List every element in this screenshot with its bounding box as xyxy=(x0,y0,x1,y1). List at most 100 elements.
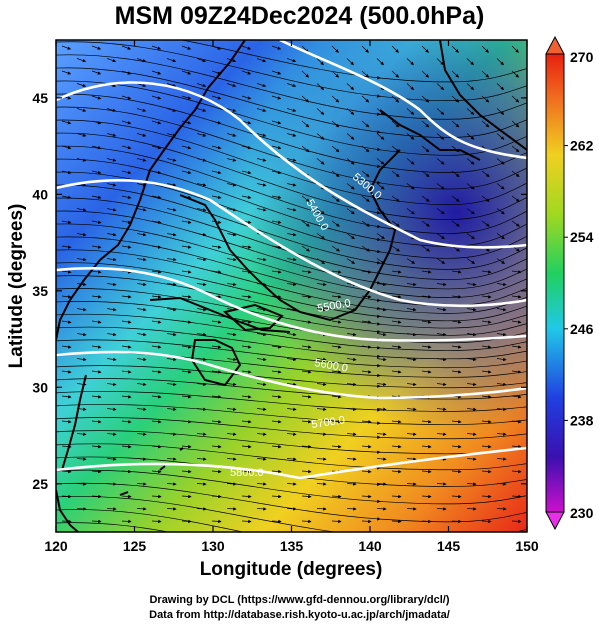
wind-arrow xyxy=(91,195,102,200)
wind-arrow xyxy=(256,83,267,88)
coastlines xyxy=(56,40,527,532)
wind-arrow xyxy=(526,308,527,309)
wind-arrow xyxy=(301,120,310,128)
wind-arrow xyxy=(466,382,477,387)
wind-arrow xyxy=(361,45,369,53)
wind-arrow xyxy=(241,494,252,499)
wind-arrow xyxy=(511,345,522,349)
wind-arrow xyxy=(196,382,207,387)
wind-arrow xyxy=(496,108,505,115)
wind-arrow xyxy=(421,295,432,299)
wind-arrow xyxy=(391,370,402,374)
wind-arrow xyxy=(181,145,192,150)
wind-arrow xyxy=(496,133,505,140)
wind-arrow xyxy=(151,295,162,299)
wind-arrow xyxy=(316,507,327,511)
wind-arrow xyxy=(331,145,340,153)
map-panel: 5300.0 5400.0 5500.0 5600.0 5700.0 5800.… xyxy=(6,39,539,580)
wind-arrow xyxy=(421,494,432,499)
wind-arrow xyxy=(121,295,132,299)
wind-arrow xyxy=(76,482,87,486)
wind-arrow xyxy=(331,295,342,299)
wind-arrow xyxy=(526,108,527,109)
wind-arrow xyxy=(121,469,132,474)
wind-arrow xyxy=(406,407,417,411)
wind-arrow xyxy=(406,507,417,511)
wind-arrow xyxy=(166,108,177,112)
wind-arrow xyxy=(196,208,207,212)
wind-arrow xyxy=(421,444,432,449)
wind-arrow xyxy=(526,508,527,509)
wind-arrow xyxy=(391,145,400,153)
wind-arrow xyxy=(271,70,282,75)
wind-arrow xyxy=(391,95,400,103)
wind-arrow xyxy=(331,370,342,374)
wind-arrow xyxy=(241,419,252,424)
wind-arrow xyxy=(61,170,72,175)
wind-arrow xyxy=(241,444,252,449)
streamline xyxy=(56,210,527,290)
streamline xyxy=(56,469,527,505)
wind-arrow xyxy=(61,469,72,474)
wind-arrow xyxy=(286,158,297,162)
x-tick-label: 125 xyxy=(123,538,147,554)
wind-arrow xyxy=(511,320,522,324)
wind-arrow xyxy=(466,133,475,140)
wind-arrow xyxy=(181,295,192,299)
wind-arrow xyxy=(526,158,527,159)
colorbar-max-label: 270 xyxy=(570,49,594,65)
wind-arrow xyxy=(76,208,87,212)
wind-arrow xyxy=(151,145,162,150)
wind-arrow xyxy=(241,295,252,299)
wind-arrow xyxy=(241,245,252,249)
wind-arrow xyxy=(436,158,445,165)
wind-arrow xyxy=(106,133,117,137)
wind-arrow xyxy=(151,345,162,349)
wind-arrow xyxy=(301,70,310,78)
streamline xyxy=(56,482,527,523)
wind-arrow xyxy=(526,83,527,84)
wind-arrow xyxy=(181,345,192,349)
cold-anomaly xyxy=(56,40,527,532)
wind-arrow xyxy=(301,419,312,424)
wind-arrow xyxy=(151,370,162,374)
wind-arrow xyxy=(106,282,117,287)
wind-arrow xyxy=(196,507,207,511)
wind-arrow xyxy=(181,95,192,100)
wind-arrow xyxy=(241,70,252,75)
wind-arrow xyxy=(526,408,527,409)
wind-arrow xyxy=(286,58,297,63)
wind-arrow xyxy=(151,444,162,449)
credit-data-source: Data from http://database.rish.kyoto-u.a… xyxy=(149,609,450,621)
streamline xyxy=(56,197,527,280)
wind-arrow xyxy=(211,345,222,349)
wind-arrow xyxy=(331,494,342,499)
wind-arrow xyxy=(196,108,207,112)
wind-arrow xyxy=(151,45,162,50)
wind-arrow xyxy=(331,220,340,227)
wind-arrow xyxy=(136,507,147,511)
wind-arrow xyxy=(181,270,192,274)
wind-arrow xyxy=(526,258,527,259)
wind-arrow xyxy=(91,469,102,474)
wind-arrow xyxy=(121,395,132,399)
wind-arrow xyxy=(136,158,147,162)
wind-arrow xyxy=(466,482,477,486)
wind-arrow xyxy=(271,245,282,249)
wind-arrow xyxy=(361,145,370,153)
wind-arrow xyxy=(181,245,192,249)
wind-arrow xyxy=(481,395,492,399)
wind-arrow xyxy=(196,407,207,411)
wind-arrow xyxy=(361,120,370,128)
wind-arrow xyxy=(196,307,207,312)
wind-arrow xyxy=(466,282,477,287)
wind-arrow xyxy=(166,257,177,262)
wind-arrow xyxy=(496,258,506,264)
wind-arrow xyxy=(436,407,447,411)
wind-arrow xyxy=(526,383,527,384)
wind-arrow xyxy=(451,295,462,299)
wind-arrow xyxy=(241,395,252,399)
wind-arrow xyxy=(466,258,476,264)
wind-arrow xyxy=(241,320,252,324)
wind-arrow xyxy=(316,282,327,287)
